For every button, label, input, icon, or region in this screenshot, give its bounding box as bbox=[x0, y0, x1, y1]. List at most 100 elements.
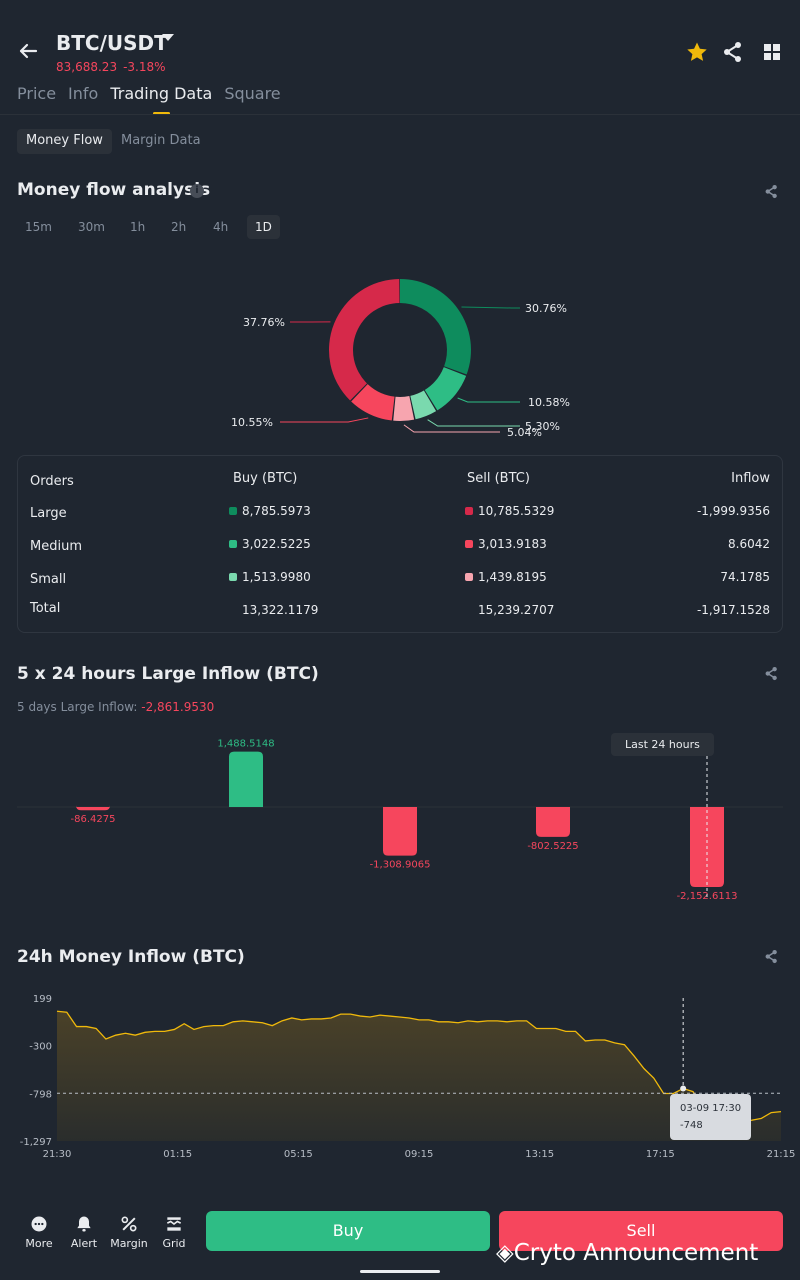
nav-margin-label: Margin bbox=[110, 1237, 148, 1250]
row-large-buy: 8,785.5973 bbox=[229, 504, 311, 518]
donut-label: 10.58% bbox=[528, 396, 570, 409]
margin-icon bbox=[121, 1216, 137, 1232]
segment-margin-data[interactable]: Margin Data bbox=[121, 133, 201, 148]
tab-price[interactable]: Price bbox=[17, 84, 57, 103]
nav-more[interactable]: More bbox=[19, 1214, 59, 1250]
donut-leader-line bbox=[457, 397, 520, 403]
row-medium-inflow: 8.6042 bbox=[728, 537, 770, 551]
tab-trading-data[interactable]: Trading Data bbox=[110, 84, 213, 103]
large-inflow-share-icon[interactable] bbox=[764, 666, 779, 681]
donut-leader-line bbox=[403, 424, 500, 433]
tab-square[interactable]: Square bbox=[224, 84, 281, 103]
col-sell: Sell (BTC) bbox=[467, 471, 530, 486]
row-medium-sell: 3,013.9183 bbox=[465, 537, 547, 551]
crosshair-dot bbox=[680, 1085, 687, 1092]
nav-alert[interactable]: Alert bbox=[64, 1214, 104, 1250]
segment-money-flow[interactable]: Money Flow bbox=[17, 129, 112, 154]
area-chart-tooltip: 03-09 17:30 -748 bbox=[670, 1094, 752, 1140]
row-medium-name: Medium bbox=[30, 539, 82, 554]
grid-bot-icon bbox=[166, 1217, 182, 1231]
nav-alert-label: Alert bbox=[70, 1237, 98, 1250]
inflow-bar bbox=[229, 751, 263, 807]
donut-label: 5.30% bbox=[525, 420, 560, 433]
inflow-bar bbox=[536, 807, 570, 837]
donut-leader-line bbox=[427, 419, 520, 427]
x-tick-label: 05:15 bbox=[284, 1149, 313, 1160]
y-tick-label: 199 bbox=[33, 994, 52, 1005]
x-tick-label: 01:15 bbox=[163, 1149, 192, 1160]
y-tick-label: -300 bbox=[29, 1042, 52, 1053]
row-total-name: Total bbox=[30, 601, 61, 616]
bar-value-label: -802.5225 bbox=[527, 841, 578, 852]
bar-value-label: -1,308.9065 bbox=[370, 860, 431, 871]
large-inflow-bar-chart: -86.42751,488.5148-1,308.9065-802.5225-2… bbox=[17, 739, 783, 902]
orders-table bbox=[17, 455, 783, 633]
watermark: ◈Cryto Announcement bbox=[496, 1240, 758, 1266]
donut-slice bbox=[424, 367, 467, 411]
nav-margin[interactable]: Margin bbox=[109, 1214, 149, 1250]
inflow-bar bbox=[383, 807, 417, 856]
price-line: 83,688.23 -3.18% bbox=[56, 60, 172, 74]
money-inflow-share-icon[interactable] bbox=[764, 949, 779, 964]
main-tabs: Price Info Trading Data Square bbox=[17, 84, 293, 103]
donut-slice bbox=[400, 279, 471, 375]
area-line bbox=[56, 1010, 782, 1129]
nav-grid-label: Grid bbox=[162, 1237, 186, 1250]
row-total-sell: 15,239.2707 bbox=[478, 603, 555, 617]
money-flow-title: Money flow analysis bbox=[17, 180, 211, 200]
donut-label: 10.55% bbox=[231, 416, 273, 429]
five-day-inflow-summary: 5 days Large Inflow: -2,861.9530 bbox=[17, 700, 214, 714]
summary-value: -2,861.9530 bbox=[141, 700, 215, 714]
layout-grid-icon[interactable] bbox=[760, 40, 784, 64]
row-small-inflow: 74.1785 bbox=[720, 570, 770, 584]
bar-value-label: -86.4275 bbox=[71, 814, 116, 825]
timeframe-1d[interactable]: 1D bbox=[247, 215, 280, 239]
y-tick-label: -798 bbox=[29, 1089, 52, 1100]
back-arrow-icon[interactable] bbox=[16, 39, 40, 63]
tooltip-value: -748 bbox=[680, 1120, 703, 1131]
inflow-bar bbox=[76, 805, 110, 811]
pair-title[interactable]: BTC/USDT bbox=[56, 31, 168, 55]
pair-dropdown-caret-icon[interactable] bbox=[162, 34, 174, 41]
buy-button[interactable]: Buy bbox=[206, 1211, 490, 1251]
x-tick-label: 21:15 bbox=[767, 1149, 796, 1160]
money-flow-share-icon[interactable] bbox=[764, 184, 779, 199]
row-medium-buy: 3,022.5225 bbox=[229, 537, 311, 551]
tooltip-time: 03-09 17:30 bbox=[680, 1103, 742, 1114]
area-fill bbox=[57, 1011, 781, 1141]
sell-button[interactable]: Sell bbox=[499, 1211, 783, 1251]
row-large-inflow: -1,999.9356 bbox=[696, 504, 770, 518]
donut-slice bbox=[410, 390, 437, 420]
watermark-text: Cryto Announcement bbox=[513, 1240, 759, 1266]
large-inflow-title: 5 x 24 hours Large Inflow (BTC) bbox=[17, 664, 319, 684]
money-flow-donut-chart: 30.76% 10.58% 5.30%5.04% 10.55% 37.76% bbox=[231, 279, 570, 439]
timeframe-30m[interactable]: 30m bbox=[78, 220, 105, 234]
timeframe-4h[interactable]: 4h bbox=[213, 220, 229, 234]
nav-grid[interactable]: Grid bbox=[154, 1214, 194, 1250]
share-icon[interactable] bbox=[721, 40, 745, 64]
timeframe-2h[interactable]: 2h bbox=[171, 220, 187, 234]
timeframe-15m[interactable]: 15m bbox=[25, 220, 52, 234]
donut-label: 37.76% bbox=[243, 316, 285, 329]
col-inflow: Inflow bbox=[731, 471, 770, 486]
active-tab-indicator bbox=[153, 112, 170, 115]
donut-slice bbox=[393, 396, 415, 421]
money-inflow-24h-title: 24h Money Inflow (BTC) bbox=[17, 947, 245, 967]
row-small-name: Small bbox=[30, 572, 67, 587]
home-indicator bbox=[360, 1270, 440, 1273]
row-small-buy: 1,513.9980 bbox=[229, 570, 311, 584]
star-icon[interactable] bbox=[685, 40, 709, 64]
x-tick-label: 17:15 bbox=[646, 1149, 675, 1160]
info-icon[interactable]: i bbox=[190, 184, 204, 198]
tab-info[interactable]: Info bbox=[68, 84, 99, 103]
col-buy: Buy (BTC) bbox=[233, 471, 298, 486]
timeframe-1h[interactable]: 1h bbox=[130, 220, 146, 234]
x-tick-label: 09:15 bbox=[405, 1149, 434, 1160]
row-large-sell: 10,785.5329 bbox=[465, 504, 554, 518]
donut-leader-line bbox=[461, 306, 520, 309]
summary-label: 5 days Large Inflow: bbox=[17, 700, 138, 714]
last-24h-tooltip: Last 24 hours bbox=[611, 733, 714, 756]
donut-leader-line bbox=[280, 417, 369, 423]
row-total-inflow: -1,917.1528 bbox=[696, 603, 770, 617]
